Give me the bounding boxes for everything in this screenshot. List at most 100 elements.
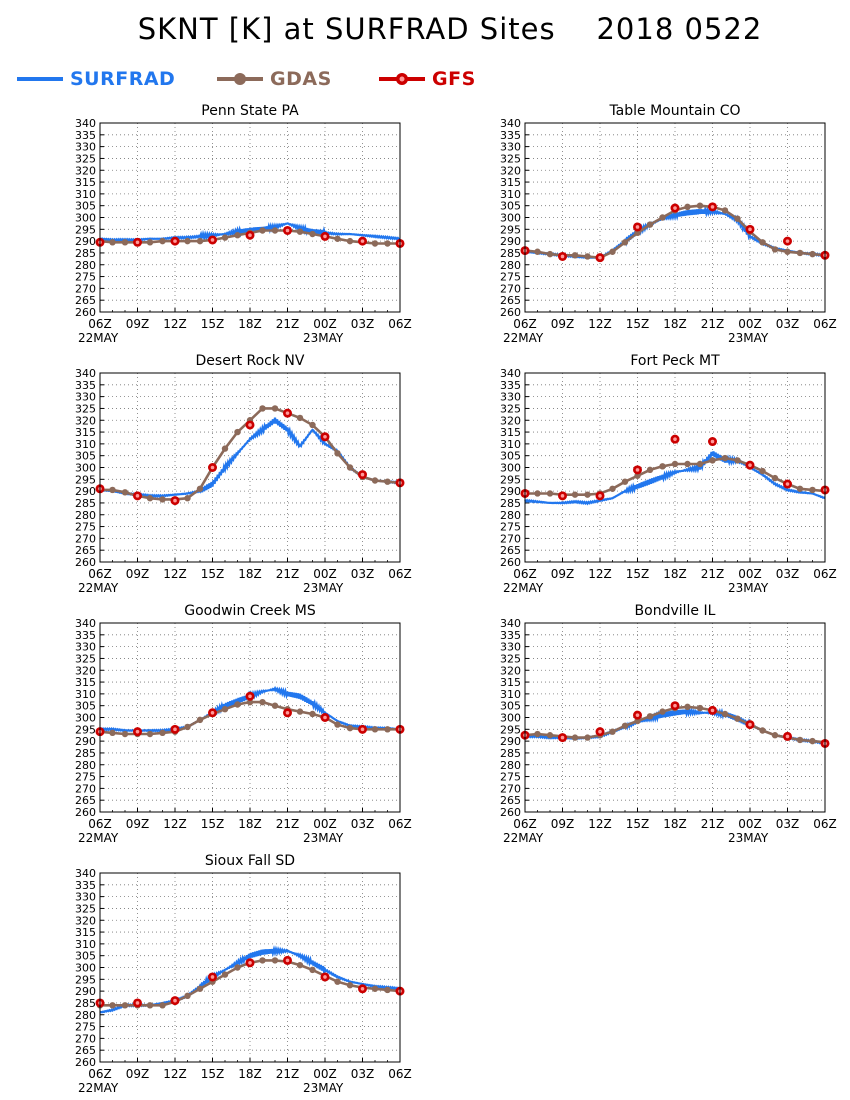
y-tick-label: 265 bbox=[500, 794, 521, 807]
x-tick-label: 00Z bbox=[313, 317, 337, 331]
gdas-point bbox=[696, 460, 704, 468]
chart-title-text: SKNT [K] at SURFRAD Sites bbox=[137, 12, 556, 46]
y-tick-label: 265 bbox=[75, 544, 96, 557]
gdas-point bbox=[634, 717, 641, 725]
panel-title: Desert Rock NV bbox=[196, 353, 305, 369]
gdas-point bbox=[221, 234, 229, 241]
y-tick-label: 340 bbox=[500, 617, 521, 630]
y-tick-label: 285 bbox=[75, 247, 96, 260]
gdas-point bbox=[534, 730, 541, 738]
y-tick-label: 340 bbox=[500, 117, 521, 130]
plot-frame bbox=[99, 122, 401, 313]
y-tick-label: 315 bbox=[75, 176, 96, 189]
y-tick-label: 280 bbox=[500, 759, 521, 772]
y-tick-label: 270 bbox=[75, 1032, 96, 1045]
gdas-point bbox=[221, 706, 229, 713]
x-tick-label: 00Z bbox=[738, 317, 762, 331]
x-date-label: 23MAY bbox=[303, 331, 344, 345]
x-tick-label: 12Z bbox=[588, 567, 612, 581]
y-tick-label: 335 bbox=[500, 629, 521, 642]
x-tick-label: 06Z bbox=[388, 567, 412, 581]
gdas-point bbox=[671, 460, 679, 468]
x-date-label: 22MAY bbox=[78, 581, 119, 595]
plot-frame bbox=[524, 122, 826, 313]
gfs-point-center bbox=[285, 411, 290, 415]
gdas-point bbox=[709, 457, 716, 464]
gdas-point bbox=[146, 239, 154, 246]
y-tick-label: 335 bbox=[75, 129, 96, 142]
x-tick-label: 12Z bbox=[163, 567, 187, 581]
gfs-point-center bbox=[135, 494, 140, 498]
gfs-point-center bbox=[785, 734, 790, 739]
y-tick-label: 315 bbox=[75, 676, 96, 689]
gdas-point bbox=[696, 202, 704, 209]
y-tick-label: 265 bbox=[500, 544, 521, 557]
gdas-point bbox=[221, 971, 229, 978]
gdas-point bbox=[334, 978, 341, 985]
y-tick-label: 330 bbox=[75, 141, 96, 154]
x-tick-label: 09Z bbox=[551, 317, 575, 331]
gdas-point bbox=[646, 713, 654, 720]
gdas-point bbox=[121, 730, 129, 738]
y-tick-label: 290 bbox=[75, 735, 96, 748]
y-tick-label: 265 bbox=[500, 294, 521, 307]
gfs-point-center bbox=[135, 240, 140, 245]
gdas-point bbox=[246, 698, 254, 706]
x-tick-label: 18Z bbox=[663, 317, 687, 331]
x-date-label: 23MAY bbox=[728, 831, 769, 845]
y-tick-label: 315 bbox=[500, 426, 521, 439]
y-tick-label: 280 bbox=[75, 759, 96, 772]
x-date-label: 23MAY bbox=[728, 581, 769, 595]
gdas-point bbox=[146, 495, 154, 502]
y-tick-label: 300 bbox=[75, 462, 96, 475]
x-tick-label: 03Z bbox=[776, 817, 800, 831]
gdas-point bbox=[734, 715, 741, 722]
gfs-point-center bbox=[323, 715, 327, 720]
gfs-point-center bbox=[710, 708, 715, 713]
y-tick-label: 295 bbox=[75, 473, 96, 486]
gdas-point bbox=[634, 472, 641, 479]
y-tick-label: 275 bbox=[75, 521, 96, 534]
gfs-point-center bbox=[135, 1001, 140, 1005]
x-tick-label: 06Z bbox=[513, 817, 537, 831]
gdas-point bbox=[621, 722, 629, 729]
y-tick-label: 260 bbox=[75, 1056, 96, 1069]
gdas-point bbox=[771, 474, 779, 482]
y-tick-label: 315 bbox=[500, 676, 521, 689]
y-tick-label: 325 bbox=[500, 652, 521, 665]
gfs-point-center bbox=[285, 958, 290, 963]
y-tick-label: 265 bbox=[75, 794, 96, 807]
x-tick-label: 15Z bbox=[626, 567, 650, 581]
series-line-surfrad bbox=[524, 706, 826, 745]
gfs-point-center bbox=[173, 498, 177, 503]
gfs-point-center bbox=[210, 975, 215, 979]
x-tick-label: 06Z bbox=[88, 317, 112, 331]
y-tick-label: 310 bbox=[75, 438, 96, 451]
y-tick-label: 340 bbox=[75, 617, 96, 630]
gdas-point bbox=[146, 730, 154, 738]
y-tick-label: 270 bbox=[75, 532, 96, 545]
panel-title: Bondville IL bbox=[635, 603, 716, 619]
gdas-point bbox=[309, 710, 316, 718]
y-tick-label: 285 bbox=[500, 497, 521, 510]
gdas-point bbox=[659, 214, 666, 221]
gfs-point-center bbox=[210, 238, 215, 242]
y-tick-label: 335 bbox=[500, 129, 521, 142]
gfs-point-center bbox=[560, 735, 565, 740]
gfs-point-center bbox=[673, 206, 677, 210]
x-date-label: 23MAY bbox=[728, 331, 769, 345]
y-tick-label: 295 bbox=[75, 973, 96, 986]
y-tick-label: 305 bbox=[500, 200, 521, 213]
gdas-point bbox=[809, 486, 816, 494]
gfs-point-center bbox=[248, 960, 252, 965]
gdas-point bbox=[384, 478, 391, 485]
y-tick-label: 285 bbox=[75, 497, 96, 510]
gfs-point-center bbox=[598, 729, 602, 734]
y-tick-label: 310 bbox=[75, 688, 96, 701]
panel-title: Fort Peck MT bbox=[630, 353, 720, 369]
panel-5: Bondville IL2602652702752802852902953003… bbox=[500, 603, 837, 845]
gdas-point bbox=[571, 491, 579, 498]
gdas-point bbox=[771, 246, 779, 253]
gdas-point bbox=[121, 489, 129, 496]
gfs-point-center bbox=[210, 465, 215, 470]
